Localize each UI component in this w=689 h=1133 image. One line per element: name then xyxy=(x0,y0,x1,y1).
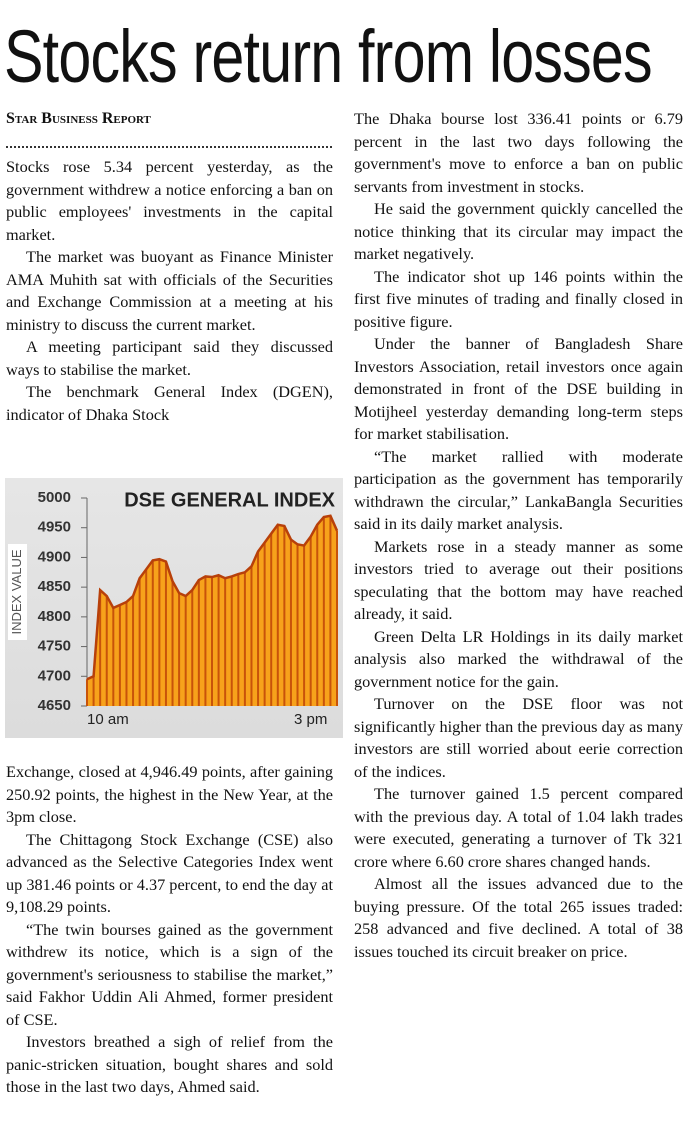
paragraph: The Dhaka bourse lost 336.41 points or 6… xyxy=(354,109,683,196)
paragraph: Under the banner of Bangladesh Share Inv… xyxy=(354,334,683,443)
right-column: The Dhaka bourse lost 336.41 points or 6… xyxy=(354,108,683,1128)
paragraph: Exchange, closed at 4,946.49 points, aft… xyxy=(6,762,333,826)
paragraph: Green Delta LR Holdings in its daily mar… xyxy=(354,626,683,691)
paragraph: A meeting participant said they discusse… xyxy=(6,337,333,379)
divider xyxy=(6,146,332,148)
x-tick-label: 3 pm xyxy=(294,711,327,728)
x-tick-label: 10 am xyxy=(87,711,129,728)
left-column-top: Stocks rose 5.34 percent yesterday, as t… xyxy=(6,156,333,452)
area-line xyxy=(86,514,339,681)
y-axis-label: INDEX VALUE xyxy=(9,549,24,634)
paragraph: The Chittagong Stock Exchange (CSE) also… xyxy=(6,829,333,917)
paragraph: Almost all the issues advanced due to th… xyxy=(354,874,683,961)
y-tick-label: 4900 xyxy=(38,548,71,565)
chart-title: DSE GENERAL INDEX xyxy=(124,489,335,511)
y-tick-label: 4800 xyxy=(38,608,71,625)
left-column-bottom: Exchange, closed at 4,946.49 points, aft… xyxy=(6,761,333,1097)
paragraph: Turnover on the DSE floor was not signif… xyxy=(354,694,683,781)
y-tick-label: 4750 xyxy=(38,638,71,655)
paragraph: Stocks rose 5.34 percent yesterday, as t… xyxy=(6,157,333,244)
headline: Stocks return from losses xyxy=(4,15,653,98)
paragraph: The market was buoyant as Finance Minist… xyxy=(6,247,333,334)
y-tick-label: 4700 xyxy=(38,667,71,684)
y-label-box xyxy=(8,544,27,640)
paragraph: Markets rose in a steady manner as some … xyxy=(354,536,683,624)
y-tick-label: 4950 xyxy=(38,519,71,536)
paragraph: “The twin bourses gained as the governme… xyxy=(6,919,333,1029)
paragraph: Investors breathed a sigh of relief from… xyxy=(6,1032,333,1096)
byline: Star Business Report xyxy=(6,110,151,127)
paragraph: “The market rallied with moderate partic… xyxy=(354,446,683,534)
y-tick-label: 4650 xyxy=(38,697,71,714)
paragraph: The turnover gained 1.5 percent compared… xyxy=(354,784,683,871)
paragraph: He said the government quickly cancelled… xyxy=(354,199,683,263)
chart: INDEX VALUE DSE GENERAL INDEX 4650 4700 47… xyxy=(5,478,343,738)
paragraph: The benchmark General Index (DGEN), indi… xyxy=(6,382,333,424)
y-tick-label: 5000 xyxy=(38,489,71,506)
y-tick-label: 4850 xyxy=(38,578,71,595)
paragraph: The indicator shot up 146 points within … xyxy=(354,266,683,331)
